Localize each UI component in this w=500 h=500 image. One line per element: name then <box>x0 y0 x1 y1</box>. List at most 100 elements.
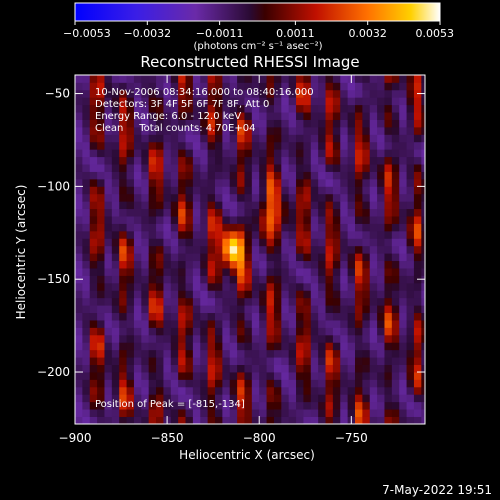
heatmap-cell <box>325 126 334 135</box>
heatmap-cell <box>318 305 326 314</box>
heatmap-cell <box>215 312 223 321</box>
heatmap-cell <box>148 238 157 247</box>
heatmap-cell <box>259 201 267 210</box>
heatmap-cell <box>244 320 253 328</box>
heatmap-cell <box>347 134 356 143</box>
heatmap-cell <box>104 297 113 306</box>
heatmap-cell <box>281 282 290 291</box>
heatmap-cell <box>111 320 120 328</box>
heatmap-cell <box>421 320 425 328</box>
heatmap-cell <box>413 178 422 187</box>
heatmap-cell <box>170 268 179 276</box>
heatmap-cell <box>325 394 334 403</box>
heatmap-cell <box>355 401 363 410</box>
heatmap-cell <box>332 297 341 306</box>
heatmap-cell <box>156 357 164 365</box>
heatmap-cell <box>222 104 231 113</box>
heatmap-cell <box>185 178 194 187</box>
heatmap-cell <box>141 372 150 380</box>
heatmap-cell <box>355 409 363 417</box>
heatmap-cell <box>413 171 422 180</box>
heatmap-cell <box>215 75 223 83</box>
heatmap-cell <box>399 349 407 358</box>
heatmap-cell <box>377 141 385 150</box>
heatmap-cell <box>273 216 282 224</box>
heatmap-cell <box>406 334 415 343</box>
heatmap-cell <box>384 245 393 254</box>
heatmap-cell <box>399 342 407 351</box>
heatmap-cell <box>251 171 260 180</box>
heatmap-cell <box>163 282 172 291</box>
heatmap-cell <box>303 357 312 365</box>
heatmap-cell <box>377 134 385 143</box>
heatmap-cell <box>325 372 334 380</box>
heatmap-cell <box>119 119 127 128</box>
heatmap-cell <box>288 290 297 299</box>
heatmap-cell <box>296 230 304 239</box>
heatmap-cell <box>185 223 194 232</box>
heatmap-cell <box>251 282 260 291</box>
heatmap-cell <box>340 238 349 247</box>
heatmap-cell <box>133 357 142 365</box>
heatmap-cell <box>215 401 223 410</box>
heatmap-cell <box>215 416 223 424</box>
heatmap-cell <box>222 253 231 262</box>
heatmap-cell <box>82 253 91 262</box>
heatmap-cell <box>89 260 98 269</box>
heatmap-cell <box>244 245 253 254</box>
heatmap-cell <box>266 327 275 336</box>
heatmap-cell <box>89 193 98 202</box>
heatmap-cell <box>82 290 91 299</box>
heatmap-cell <box>355 260 363 269</box>
heatmap-cell <box>355 230 363 239</box>
heatmap-cell <box>215 104 223 113</box>
heatmap-cell <box>89 312 98 321</box>
heatmap-cell <box>377 282 385 291</box>
heatmap-cell <box>347 193 356 202</box>
heatmap-cell <box>384 372 393 380</box>
heatmap-cell <box>185 320 194 328</box>
heatmap-cell <box>215 275 223 284</box>
heatmap-cell <box>303 349 312 358</box>
heatmap-cell <box>229 171 238 180</box>
heatmap-cell <box>237 290 245 299</box>
heatmap-cell <box>89 290 98 299</box>
heatmap-cell <box>340 201 349 210</box>
heatmap-cell <box>229 149 238 158</box>
heatmap-cell <box>399 134 407 143</box>
heatmap-cell <box>318 230 326 239</box>
heatmap-cell <box>296 342 304 351</box>
heatmap-cell <box>222 401 231 410</box>
heatmap-cell <box>192 97 201 106</box>
heatmap-cell <box>362 119 371 128</box>
heatmap-cell <box>148 156 157 165</box>
heatmap-cell <box>281 223 290 232</box>
heatmap-cell <box>318 89 326 98</box>
heatmap-cell <box>229 178 238 187</box>
heatmap-cell <box>222 171 231 180</box>
heatmap-cell <box>207 126 216 135</box>
heatmap-cell <box>340 112 349 120</box>
heatmap-cell <box>229 245 238 254</box>
heatmap-cell <box>185 416 194 424</box>
heatmap-cell <box>148 379 157 388</box>
heatmap-cell <box>104 245 113 254</box>
heatmap-cell <box>104 216 113 224</box>
heatmap-cell <box>89 320 98 328</box>
heatmap-cell <box>391 230 400 239</box>
heatmap-cell <box>89 201 98 210</box>
heatmap-cell <box>133 201 142 210</box>
heatmap-cell <box>318 156 326 165</box>
heatmap-cell <box>178 312 186 321</box>
heatmap-cell <box>75 253 83 262</box>
heatmap-cell <box>362 201 371 210</box>
heatmap-cell <box>266 409 275 417</box>
heatmap-cell <box>413 394 422 403</box>
heatmap-cell <box>163 364 172 373</box>
heatmap-cell <box>126 238 135 247</box>
heatmap-cell <box>259 149 267 158</box>
heatmap-cell <box>406 386 415 395</box>
heatmap-cell <box>215 349 223 358</box>
heatmap-cell <box>340 349 349 358</box>
heatmap-cell <box>296 119 304 128</box>
